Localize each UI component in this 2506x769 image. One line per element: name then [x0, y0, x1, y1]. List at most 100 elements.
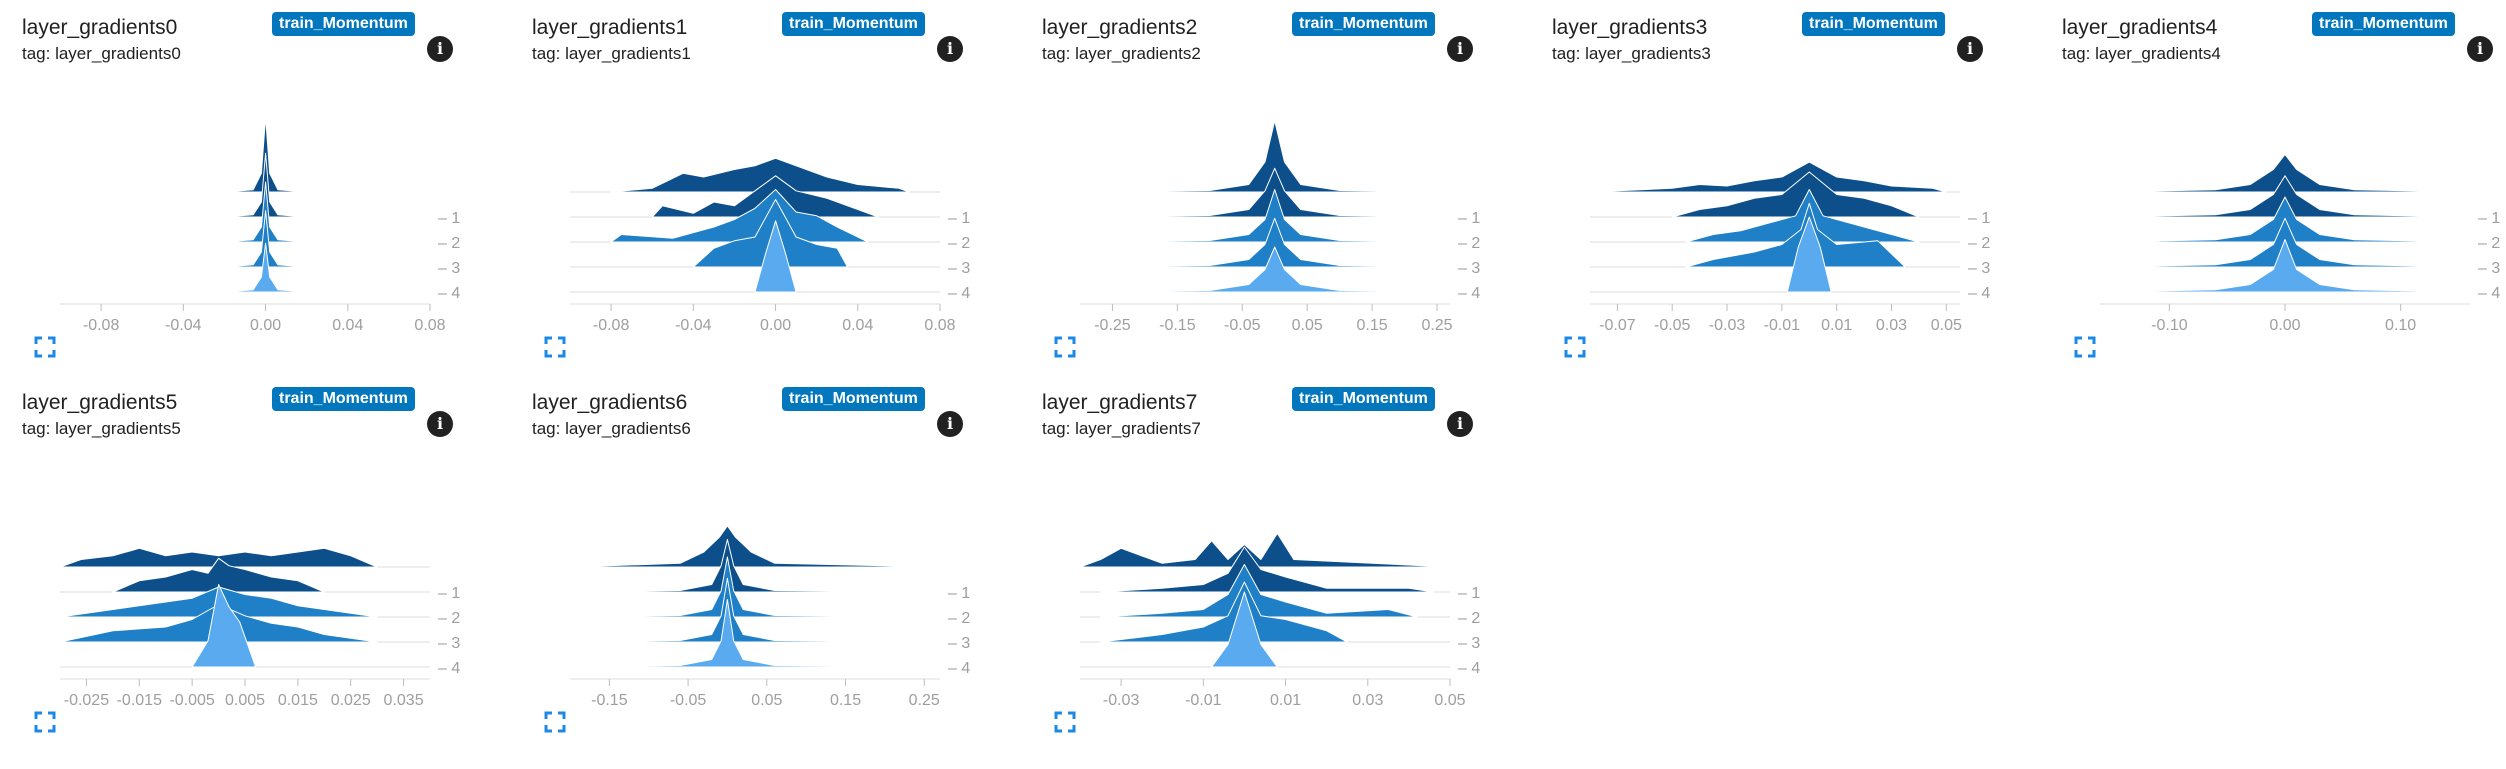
- histogram-card: layer_gradients0 tag: layer_gradients0 tra…: [0, 0, 470, 360]
- x-tick-label: 0.15: [830, 692, 861, 708]
- histogram-ridge-step-4: [59, 242, 431, 293]
- histogram-plot: – 1 – 2 – 3 – 4 -0.07 -0.05 -0.03 -0.01 0.01 0.03…: [1589, 161, 1990, 333]
- histogram-ridge-step-2: [610, 189, 869, 243]
- histogram-ridge-step-4: [1211, 591, 1278, 668]
- run-badge: train_Momentum: [782, 12, 925, 36]
- expand-icon[interactable]: [1054, 711, 1076, 733]
- step-label: – 4: [948, 285, 970, 302]
- step-label: – 2: [1458, 235, 1480, 252]
- x-tick-label: -0.04: [675, 317, 712, 333]
- x-tick-label: 0.04: [842, 317, 873, 333]
- expand-icon[interactable]: [1564, 336, 1586, 358]
- step-label: – 2: [438, 610, 460, 627]
- x-tick-label: 0.00: [250, 317, 281, 333]
- card-tag: tag: layer_gradients6: [532, 419, 691, 438]
- expand-icon[interactable]: [34, 711, 56, 733]
- info-icon[interactable]: i: [427, 36, 453, 62]
- x-tick-label: 0.05: [751, 692, 782, 708]
- histogram-ridge-step-4: [191, 584, 257, 668]
- info-icon[interactable]: i: [427, 411, 453, 437]
- x-tick-label: 0.03: [1352, 692, 1383, 708]
- histogram-ridge-step-3: [1685, 202, 1906, 268]
- info-icon[interactable]: i: [937, 36, 963, 62]
- run-badge: train_Momentum: [782, 387, 925, 411]
- histogram-ridge-step-0: [1079, 120, 1451, 193]
- histogram-card: layer_gradients4 tag: layer_gradients4 tra…: [2040, 0, 2506, 360]
- expand-icon[interactable]: [1054, 336, 1076, 358]
- step-label: – 3: [438, 635, 460, 652]
- x-tick-label: -0.005: [169, 692, 214, 708]
- step-label: – 4: [1458, 660, 1480, 677]
- histogram-card: layer_gradients6 tag: layer_gradients6 tra…: [510, 375, 980, 735]
- x-tick-label: -0.05: [1654, 317, 1691, 333]
- card-title: layer_gradients4: [2062, 16, 2218, 39]
- info-icon[interactable]: i: [1957, 36, 1983, 62]
- histogram-ridge-step-0: [569, 525, 941, 568]
- histogram-ridge-step-0: [1079, 532, 1451, 568]
- step-label: – 3: [1458, 260, 1480, 277]
- histogram-ridge-step-1: [112, 557, 325, 593]
- step-label: – 2: [948, 610, 970, 627]
- step-label: – 3: [948, 260, 970, 277]
- histogram-ridge-step-3: [59, 210, 431, 268]
- card-tag: tag: layer_gradients0: [22, 44, 181, 63]
- histogram-ridge-step-3: [1079, 217, 1451, 268]
- x-tick-label: -0.025: [64, 692, 109, 708]
- x-tick-label: -0.15: [591, 692, 628, 708]
- x-tick-label: -0.03: [1103, 692, 1140, 708]
- step-label: – 1: [948, 210, 970, 227]
- x-tick-label: 0.01: [1270, 692, 1301, 708]
- step-label: – 3: [1968, 260, 1990, 277]
- card-title: layer_gradients0: [22, 16, 178, 39]
- x-tick-label: 0.04: [332, 317, 363, 333]
- expand-icon[interactable]: [544, 336, 566, 358]
- histogram-ridge-step-4: [2099, 239, 2471, 293]
- step-label: – 2: [948, 235, 970, 252]
- step-label: – 1: [438, 210, 460, 227]
- x-tick-label: -0.05: [670, 692, 707, 708]
- histogram-ridge-step-2: [59, 181, 431, 243]
- histogram-ridge-step-2: [1079, 189, 1451, 243]
- run-badge: train_Momentum: [272, 12, 415, 36]
- step-label: – 4: [948, 660, 970, 677]
- histogram-card: layer_gradients7 tag: layer_gradients7 tra…: [1020, 375, 1490, 735]
- x-tick-label: 0.08: [924, 317, 955, 333]
- card-tag: tag: layer_gradients5: [22, 419, 181, 438]
- x-tick-label: 0.15: [1357, 317, 1388, 333]
- histogram-ridge-step-2: [1685, 189, 1920, 243]
- histogram-ridge-step-4: [569, 599, 941, 668]
- expand-icon[interactable]: [34, 336, 56, 358]
- x-tick-label: -0.10: [2151, 317, 2188, 333]
- histogram-plot: – 1 – 2 – 3 – 4 -0.25 -0.15 -0.05 0.05 0.15 0.25: [1079, 120, 1480, 333]
- x-tick-label: -0.07: [1599, 317, 1636, 333]
- x-tick-label: 0.00: [760, 317, 791, 333]
- expand-icon[interactable]: [544, 711, 566, 733]
- run-badge: train_Momentum: [1292, 387, 1435, 411]
- histogram-ridge-step-1: [59, 152, 431, 218]
- expand-icon[interactable]: [2074, 336, 2096, 358]
- histogram-card: layer_gradients1 tag: layer_gradients1 tra…: [510, 0, 980, 360]
- step-label: – 2: [1458, 610, 1480, 627]
- histogram-ridge-step-1: [569, 539, 941, 593]
- histogram-ridge-step-2: [1100, 564, 1418, 618]
- step-label: – 1: [2478, 210, 2500, 227]
- x-tick-label: 0.035: [384, 692, 424, 708]
- histogram-ridge-step-1: [1100, 546, 1435, 593]
- card-tag: tag: layer_gradients7: [1042, 419, 1201, 438]
- histogram-plot: – 1 – 2 – 3 – 4 -0.10 0.00 0.10: [2099, 154, 2500, 333]
- card-tag: tag: layer_gradients1: [532, 44, 691, 63]
- run-badge: train_Momentum: [1292, 12, 1435, 36]
- x-tick-label: -0.015: [117, 692, 162, 708]
- card-title: layer_gradients5: [22, 391, 178, 414]
- histogram-ridge-step-0: [59, 116, 431, 193]
- histogram-ridge-step-3: [569, 577, 941, 643]
- histogram-ridge-step-4: [1786, 216, 1832, 293]
- info-icon[interactable]: i: [937, 411, 963, 437]
- card-title: layer_gradients3: [1552, 16, 1708, 39]
- histogram-ridge-step-0: [1589, 161, 1947, 193]
- info-icon[interactable]: i: [1447, 36, 1473, 62]
- step-label: – 2: [1968, 235, 1990, 252]
- histogram-plot: – 1 – 2 – 3 – 4 -0.025 -0.015 -0.005 0.005 0.015…: [59, 547, 460, 708]
- info-icon[interactable]: i: [1447, 411, 1473, 437]
- info-icon[interactable]: i: [2467, 36, 2493, 62]
